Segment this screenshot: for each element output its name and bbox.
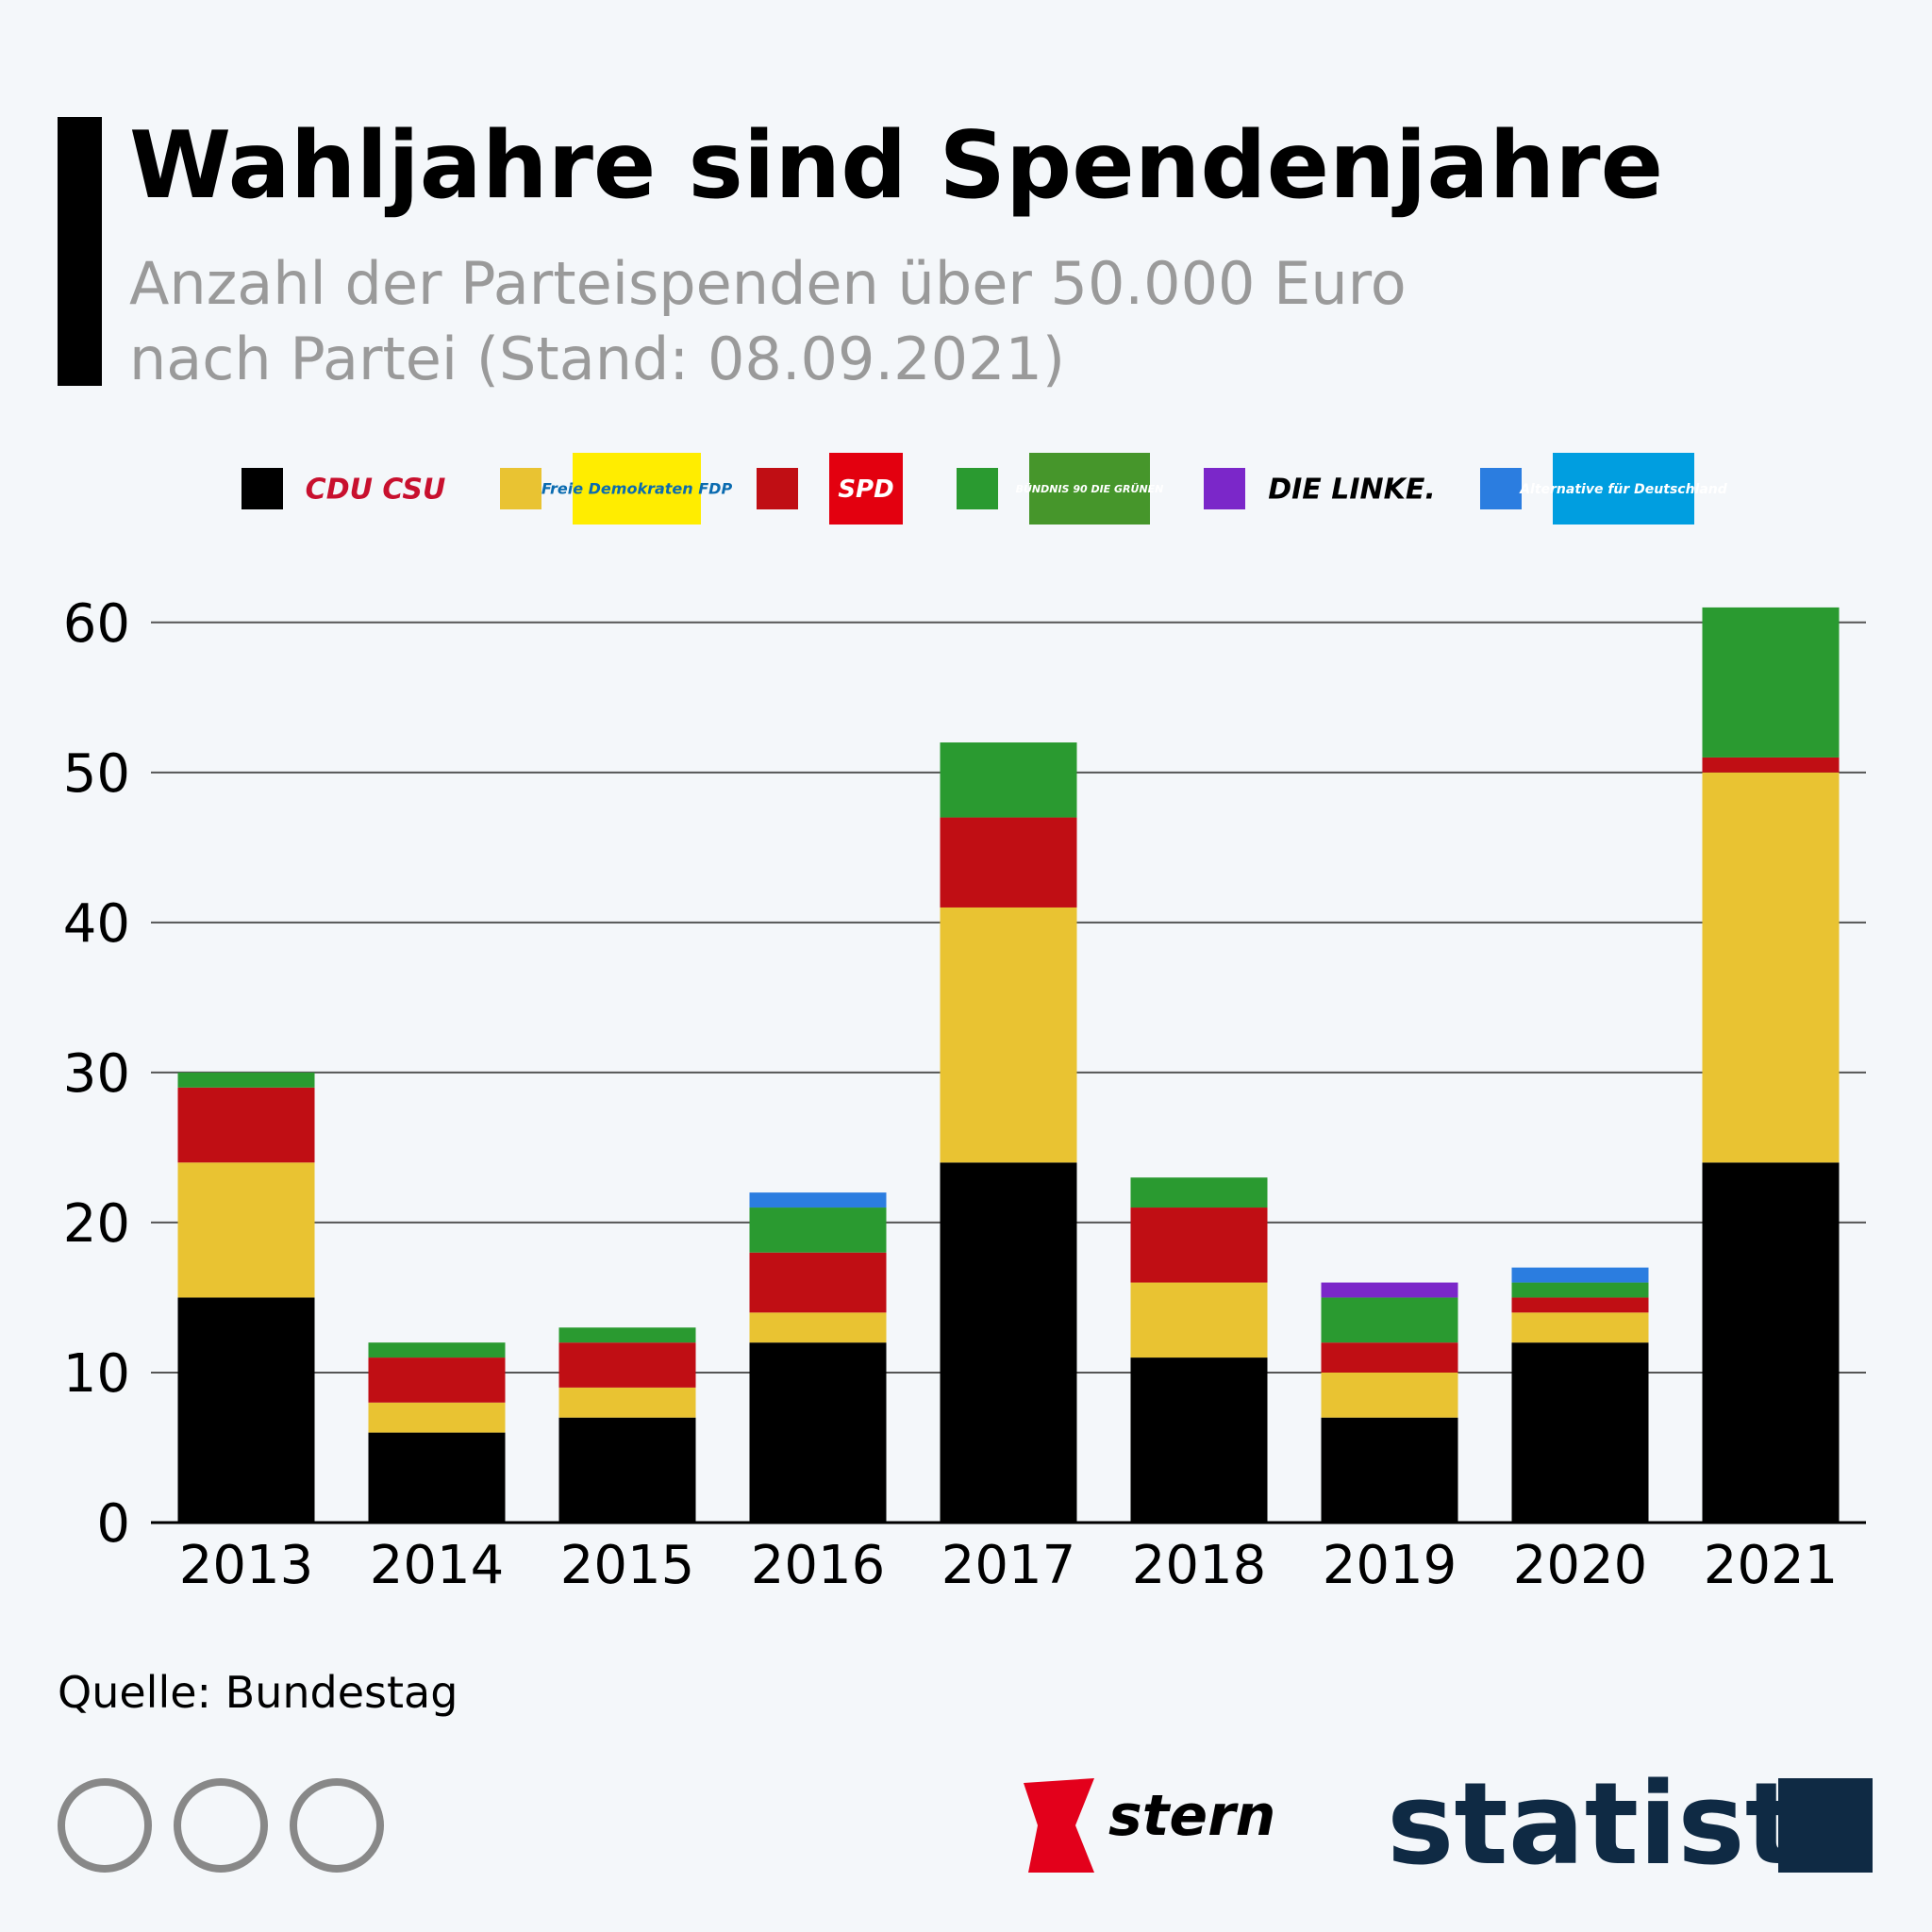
chart-title: Wahljahre sind Spendenjahre bbox=[129, 112, 1663, 220]
bar-segment bbox=[749, 1192, 887, 1208]
y-tick-label: 50 bbox=[63, 743, 130, 805]
x-tick-label: 2013 bbox=[179, 1535, 314, 1596]
bar-segment bbox=[177, 1072, 315, 1088]
x-tick-label: 2014 bbox=[370, 1535, 505, 1596]
x-tick-label: 2020 bbox=[1513, 1535, 1648, 1596]
license-icons bbox=[58, 1778, 384, 1873]
legend-label: CDU CSU bbox=[306, 474, 446, 507]
legend-swatch bbox=[1204, 468, 1245, 509]
legend-swatch bbox=[500, 468, 541, 509]
legend-logo bbox=[1553, 453, 1694, 525]
bar-segment bbox=[558, 1342, 696, 1388]
legend-label: Alternative für Deutschland bbox=[1519, 482, 1728, 497]
x-tick-label: 2021 bbox=[1704, 1535, 1839, 1596]
legend-label: DIE LINKE. bbox=[1268, 474, 1436, 507]
bar-segment bbox=[1702, 772, 1840, 1163]
x-tick-label: 2019 bbox=[1323, 1535, 1457, 1596]
y-tick-label: 40 bbox=[63, 893, 130, 955]
stern-star bbox=[1024, 1778, 1094, 1873]
legend-logo bbox=[829, 453, 903, 525]
bar-segment bbox=[940, 1162, 1077, 1523]
chart-subtitle: Anzahl der Parteispenden über 50.000 Eur… bbox=[129, 249, 1407, 318]
y-tick-label: 0 bbox=[96, 1493, 130, 1555]
bar-segment bbox=[1511, 1267, 1649, 1283]
cc-icon bbox=[58, 1778, 152, 1873]
legend-label: SPD bbox=[838, 475, 893, 504]
bar-segment bbox=[749, 1252, 887, 1313]
bar-segment bbox=[558, 1417, 696, 1523]
nd-icon bbox=[290, 1778, 384, 1873]
bar-segment bbox=[368, 1432, 506, 1523]
y-tick-label: 20 bbox=[63, 1193, 130, 1255]
bar-segment bbox=[177, 1087, 315, 1163]
y-tick-label: 60 bbox=[63, 593, 130, 655]
bar-segment bbox=[1321, 1297, 1458, 1343]
x-tick-label: 2018 bbox=[1132, 1535, 1267, 1596]
bar-segment bbox=[940, 817, 1077, 908]
bar-segment bbox=[1321, 1282, 1458, 1298]
title-bar bbox=[58, 117, 102, 386]
x-tick-label: 2016 bbox=[751, 1535, 886, 1596]
bar-segment bbox=[749, 1208, 887, 1253]
bar-segment bbox=[558, 1327, 696, 1343]
bar-segment bbox=[177, 1297, 315, 1523]
bar-segment bbox=[368, 1342, 506, 1358]
legend-label: BÜNDNIS 90 DIE GRÜNEN bbox=[1016, 482, 1164, 495]
y-tick-label: 10 bbox=[63, 1343, 130, 1405]
bar-segment bbox=[368, 1402, 506, 1433]
brand-stern: stern bbox=[1108, 1783, 1275, 1849]
bar-segment bbox=[940, 742, 1077, 818]
bar-segment bbox=[1321, 1342, 1458, 1373]
legend-logo bbox=[573, 453, 701, 525]
y-tick-label: 30 bbox=[63, 1043, 130, 1105]
source: Quelle: Bundestag bbox=[58, 1667, 458, 1718]
bar-segment bbox=[749, 1312, 887, 1343]
bar-segment bbox=[1511, 1342, 1649, 1523]
bar-segment bbox=[1702, 607, 1840, 758]
bar-segment bbox=[558, 1387, 696, 1418]
bar-segment bbox=[368, 1357, 506, 1403]
legend-label: Freie Demokraten FDP bbox=[541, 480, 733, 498]
bar-segment bbox=[1511, 1282, 1649, 1298]
bar-segment bbox=[1130, 1282, 1268, 1358]
x-tick-label: 2017 bbox=[941, 1535, 1076, 1596]
bar-segment bbox=[1321, 1372, 1458, 1418]
legend-swatch bbox=[1480, 468, 1522, 509]
bar-segment bbox=[1321, 1417, 1458, 1523]
legend-logo bbox=[1029, 453, 1150, 525]
statista-logo bbox=[1778, 1778, 1873, 1873]
bar-segment bbox=[1702, 757, 1840, 773]
bar-segment bbox=[1130, 1208, 1268, 1283]
bar-segment bbox=[1511, 1297, 1649, 1313]
x-tick-label: 2015 bbox=[560, 1535, 695, 1596]
chart-subtitle: nach Partei (Stand: 08.09.2021) bbox=[129, 325, 1065, 393]
legend-swatch bbox=[242, 468, 283, 509]
legend-swatch bbox=[957, 468, 998, 509]
bar-segment bbox=[749, 1342, 887, 1523]
legend-swatch bbox=[757, 468, 798, 509]
bar-segment bbox=[1702, 1162, 1840, 1523]
bar-segment bbox=[940, 907, 1077, 1163]
bar-segment bbox=[1130, 1357, 1268, 1523]
bar-segment bbox=[177, 1162, 315, 1298]
bar-segment bbox=[1511, 1312, 1649, 1343]
bar-segment bbox=[1130, 1177, 1268, 1208]
by-icon bbox=[174, 1778, 268, 1873]
